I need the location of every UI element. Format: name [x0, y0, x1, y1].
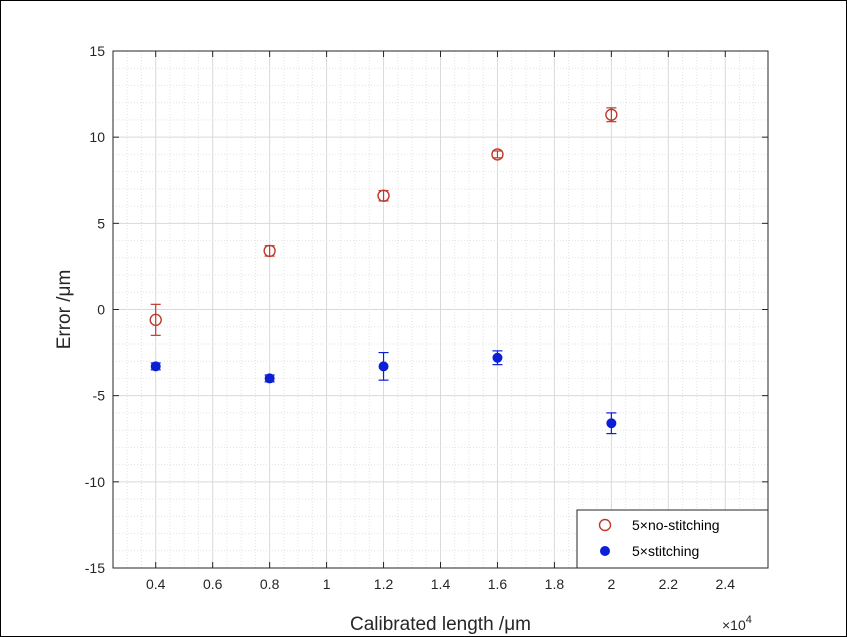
y-tick-label: 10 [89, 129, 105, 145]
data-point [150, 361, 161, 372]
y-tick-label: 5 [97, 215, 105, 231]
data-point [606, 418, 617, 429]
x-tick-label: 2.4 [716, 576, 736, 592]
x-tick-label: 2.2 [659, 576, 679, 592]
x-tick-label: 1 [323, 576, 331, 592]
data-point [264, 373, 275, 384]
legend-label-stitching: 5×stitching [632, 543, 699, 559]
series-stitching [150, 350, 617, 435]
x-tick-label: 0.8 [260, 576, 280, 592]
data-point [378, 361, 389, 372]
x-tick-label: 1.8 [545, 576, 565, 592]
data-point [263, 244, 276, 258]
x-tick-label: 0.4 [146, 576, 166, 592]
x-axis-label: Calibrated length /μm [350, 614, 531, 635]
y-tick-label: -5 [93, 388, 106, 404]
legend-label-no-stitching: 5×no-stitching [632, 517, 720, 533]
legend-marker-stitching [600, 546, 610, 556]
data-point [492, 352, 503, 363]
y-tick-label: 15 [89, 43, 105, 59]
data-point [377, 189, 390, 202]
series-no-stitching [149, 107, 618, 336]
x-tick-label: 1.6 [488, 576, 508, 592]
x-tick-label: 2 [607, 576, 615, 592]
y-tick-label: 0 [97, 302, 105, 318]
y-tick-label: -15 [85, 560, 105, 576]
legend-box [576, 509, 769, 569]
legend: 5×no-stitching 5×stitching [576, 509, 769, 569]
y-axis-label: Error /μm [54, 270, 75, 350]
data-point [491, 148, 504, 161]
y-tick-labels: 15 10 5 0 -5 -10 -15 [85, 43, 105, 576]
x-multiplier-base: ×10 [722, 617, 746, 633]
axis-ticks [113, 50, 768, 569]
x-axis-multiplier: ×104 [722, 614, 752, 633]
y-tick-label: -10 [85, 474, 105, 490]
data-series [149, 107, 618, 435]
x-tick-label: 1.4 [431, 576, 451, 592]
x-tick-label: 1.2 [374, 576, 394, 592]
x-multiplier-exponent: 4 [746, 614, 752, 626]
data-point [605, 108, 618, 121]
x-tick-labels: 0.4 0.6 0.8 1 1.2 1.4 1.6 1.8 2 2.2 2.4 [146, 576, 735, 592]
legend-marker-no-stitching [598, 518, 612, 532]
data-point [149, 313, 162, 327]
x-tick-label: 0.6 [203, 576, 223, 592]
